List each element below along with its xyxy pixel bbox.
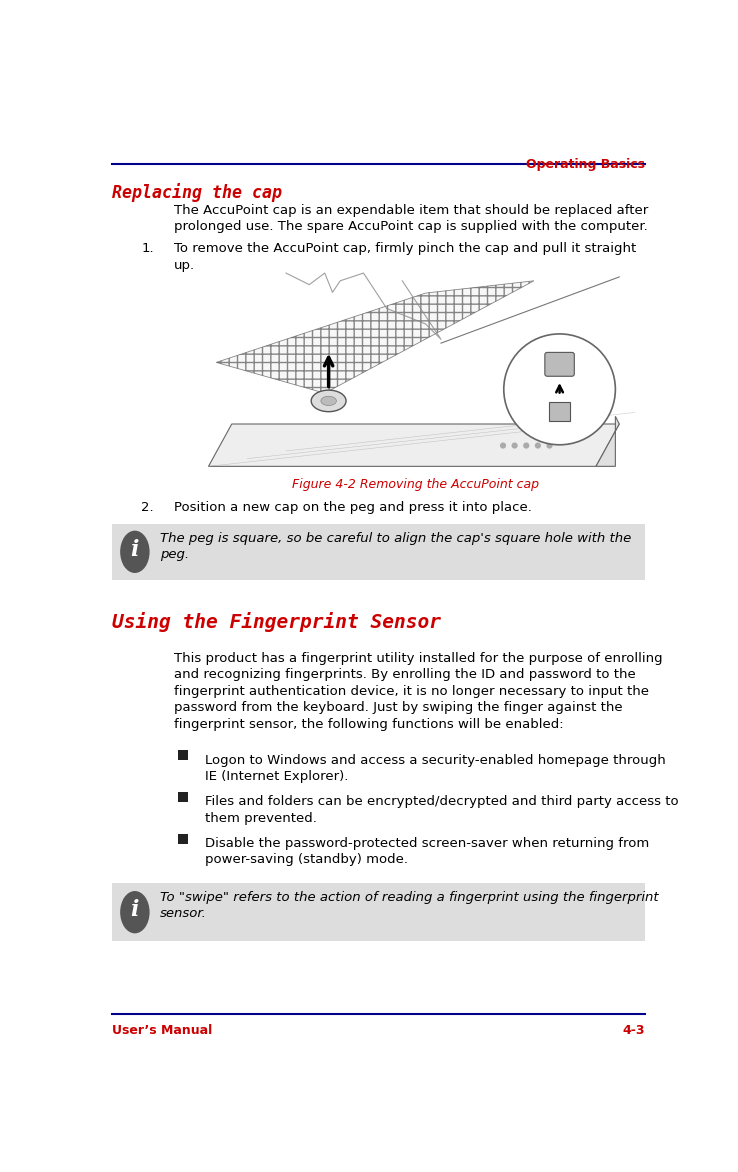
Text: This product has a fingerprint utility installed for the purpose of enrolling
an: This product has a fingerprint utility i…	[173, 652, 662, 731]
Bar	[549, 402, 570, 421]
Text: Logon to Windows and access a security-enabled homepage through
IE (Internet Exp: Logon to Windows and access a security-e…	[204, 754, 666, 783]
Text: The peg is square, so be careful to align the cap's square hole with the
peg.: The peg is square, so be careful to alig…	[159, 532, 631, 561]
Text: i: i	[131, 538, 139, 560]
Bar	[111, 524, 645, 579]
Ellipse shape	[120, 891, 150, 933]
Text: To remove the AccuPoint cap, firmly pinch the cap and pull it straight
up.: To remove the AccuPoint cap, firmly pinc…	[173, 243, 636, 272]
Text: 4-3: 4-3	[622, 1024, 645, 1037]
Polygon shape	[209, 424, 619, 466]
Circle shape	[546, 443, 553, 449]
Circle shape	[535, 443, 541, 449]
Text: 1.: 1.	[141, 243, 154, 255]
Text: Files and folders can be encrypted/decrypted and third party access to
them prev: Files and folders can be encrypted/decry…	[204, 795, 678, 825]
Circle shape	[500, 443, 506, 449]
Text: Disable the password-protected screen-saver when returning from
power-saving (st: Disable the password-protected screen-sa…	[204, 837, 649, 866]
Text: The AccuPoint cap is an expendable item that should be replaced after
prolonged : The AccuPoint cap is an expendable item …	[173, 204, 648, 233]
Ellipse shape	[321, 396, 337, 406]
Text: 2.: 2.	[141, 500, 154, 515]
Text: Figure 4-2 Removing the AccuPoint cap: Figure 4-2 Removing the AccuPoint cap	[292, 478, 539, 491]
Ellipse shape	[120, 531, 150, 573]
Polygon shape	[216, 281, 534, 393]
Text: To "swipe" refers to the action of reading a fingerprint using the fingerprint
s: To "swipe" refers to the action of readi…	[159, 891, 658, 920]
Circle shape	[504, 334, 615, 445]
Text: i: i	[131, 899, 139, 921]
Bar	[178, 750, 187, 761]
FancyBboxPatch shape	[545, 353, 574, 376]
Circle shape	[511, 443, 518, 449]
Circle shape	[523, 443, 529, 449]
Ellipse shape	[311, 390, 346, 411]
Text: Using the Fingerprint Sensor: Using the Fingerprint Sensor	[111, 612, 441, 632]
Text: Operating Basics: Operating Basics	[525, 157, 645, 171]
Bar	[178, 833, 187, 844]
Text: User’s Manual: User’s Manual	[111, 1024, 212, 1037]
Bar	[178, 792, 187, 802]
Bar	[111, 883, 645, 941]
Polygon shape	[596, 416, 619, 466]
Text: Replacing the cap: Replacing the cap	[111, 183, 282, 202]
Text: Position a new cap on the peg and press it into place.: Position a new cap on the peg and press …	[173, 500, 531, 515]
